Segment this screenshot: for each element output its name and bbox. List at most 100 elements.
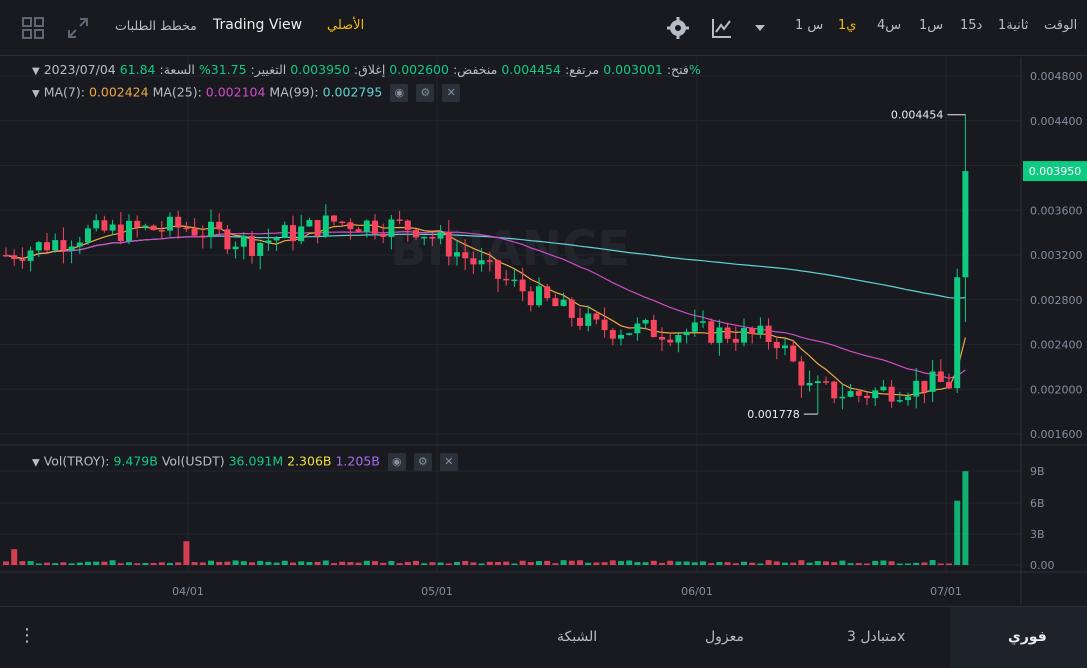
volume-bar [683, 561, 690, 565]
volume-bar [68, 563, 75, 565]
volume-bar [60, 562, 67, 565]
interval-1d[interactable]: 1ي [838, 18, 857, 33]
candle-body [281, 225, 288, 238]
volume-bar [585, 562, 592, 565]
more-menu-icon[interactable]: ⋮ [18, 625, 36, 646]
low-label: منخفض: [452, 62, 498, 77]
candle-body [946, 381, 952, 389]
tab-cross-margin[interactable]: متبادل 3x [847, 629, 906, 645]
candle-body [757, 325, 764, 335]
volume-bar [552, 563, 559, 565]
volume-bar [847, 563, 854, 565]
settings-icon[interactable]: ⚙ [416, 84, 435, 102]
candlestick-chart[interactable]: BINANCE 0.0048000.0044000.0040000.003600… [0, 57, 1087, 605]
volume-bar [199, 562, 206, 565]
candle-body [52, 240, 59, 251]
volume-bar [101, 561, 108, 565]
view-depth[interactable]: مخطط الطلبات [115, 18, 197, 33]
price-tick-label: 0.004800 [1030, 70, 1083, 83]
ma-info: ▼ MA(7): 0.002424 MA(25): 0.002104 MA(99… [32, 84, 461, 102]
volume-bar [905, 563, 911, 565]
candle-body [577, 317, 583, 326]
candle-body [937, 371, 944, 382]
volume-bar [937, 563, 944, 565]
tab-spot[interactable]: فوري [1008, 629, 1047, 645]
volume-bar [478, 563, 485, 565]
candle-body [888, 386, 895, 402]
interval-1w[interactable]: 1 س [795, 18, 824, 33]
fullscreen-icon[interactable] [66, 16, 90, 40]
candle-body [76, 242, 83, 247]
current-price-label: 0.003950 [1029, 165, 1082, 178]
candle-body [249, 235, 255, 256]
volume-bar [839, 560, 846, 565]
date-tick-label: 06/01 [681, 585, 713, 598]
ma7-value: 0.002424 [88, 84, 149, 100]
candle-body [511, 279, 518, 282]
interval-15m[interactable]: 15د [960, 18, 983, 33]
volume-bar [921, 562, 928, 565]
volume-bar [470, 562, 477, 565]
candle-body [421, 236, 428, 239]
candle-body [601, 319, 608, 331]
view-original[interactable]: الأصلي [327, 18, 365, 33]
vol-ma2-value: 1.205B [335, 453, 380, 469]
candle-body [175, 216, 182, 228]
volume-bar [85, 561, 91, 565]
candle-body [667, 339, 674, 343]
settings-gear-icon[interactable] [666, 16, 690, 40]
volume-bar [831, 562, 838, 565]
volume-bar [355, 562, 362, 565]
candle-body [585, 313, 592, 326]
ma25-label: MA(25): [152, 84, 202, 100]
volume-tick-label: 9B [1030, 465, 1045, 478]
candle-body [19, 259, 26, 261]
ma25-line [5, 230, 966, 379]
open-value: 0.003001 [603, 62, 663, 77]
candle-body [716, 327, 723, 343]
candle-body [306, 220, 313, 227]
candle-body [814, 381, 821, 384]
candle-body [429, 236, 436, 239]
top-toolbar: الوقت 1ثانية 15د 1س 4س 1ي 1 س الأصلي Tra… [0, 0, 1087, 56]
candle-body [650, 319, 657, 337]
volume-bar [609, 560, 616, 565]
volume-bar [708, 563, 715, 565]
volume-bar [667, 560, 674, 565]
volume-bar [519, 560, 526, 565]
candle-body [765, 325, 772, 343]
volume-bar [421, 563, 428, 565]
volume-bar [462, 561, 469, 565]
candle-body [167, 216, 173, 231]
ma99-label: MA(99): [269, 84, 319, 100]
layout-grid-icon[interactable] [21, 16, 45, 40]
vol-settings-icon[interactable]: ⚙ [413, 453, 432, 471]
volume-bar [290, 562, 296, 565]
close-icon[interactable]: ✕ [442, 84, 461, 102]
candle-body [560, 299, 567, 307]
view-tradingview[interactable]: Trading View [213, 17, 303, 33]
candle-body [642, 319, 649, 324]
volume-bar [240, 561, 247, 565]
volume-bar [175, 562, 182, 565]
indicators-icon[interactable] [710, 16, 734, 40]
candle-body [298, 226, 305, 242]
eye-icon[interactable]: ◉ [390, 84, 409, 102]
interval-1s[interactable]: 1ثانية [998, 18, 1029, 33]
vol-troy-value: 9.479B [113, 453, 158, 469]
interval-1h[interactable]: 1س [919, 18, 944, 33]
candle-body [618, 334, 624, 339]
chart-area[interactable]: BINANCE 0.0048000.0044000.0040000.003600… [0, 57, 1087, 605]
vol-close-icon[interactable]: ✕ [439, 453, 458, 471]
vol-eye-icon[interactable]: ◉ [387, 453, 406, 471]
volume-info: ▼ Vol(TROY): 9.479B Vol(USDT) 36.091M 2.… [32, 453, 458, 471]
price-tick-label: 0.004400 [1030, 115, 1083, 128]
volume-bar [52, 563, 59, 565]
candle-body [741, 328, 747, 343]
interval-4h[interactable]: 4س [877, 18, 902, 33]
tab-grid[interactable]: الشبكة [557, 629, 598, 645]
chevron-down-icon[interactable] [753, 18, 767, 38]
volume-bar [536, 561, 542, 565]
volume-bar [601, 562, 608, 565]
tab-isolated[interactable]: معزول [705, 629, 744, 645]
